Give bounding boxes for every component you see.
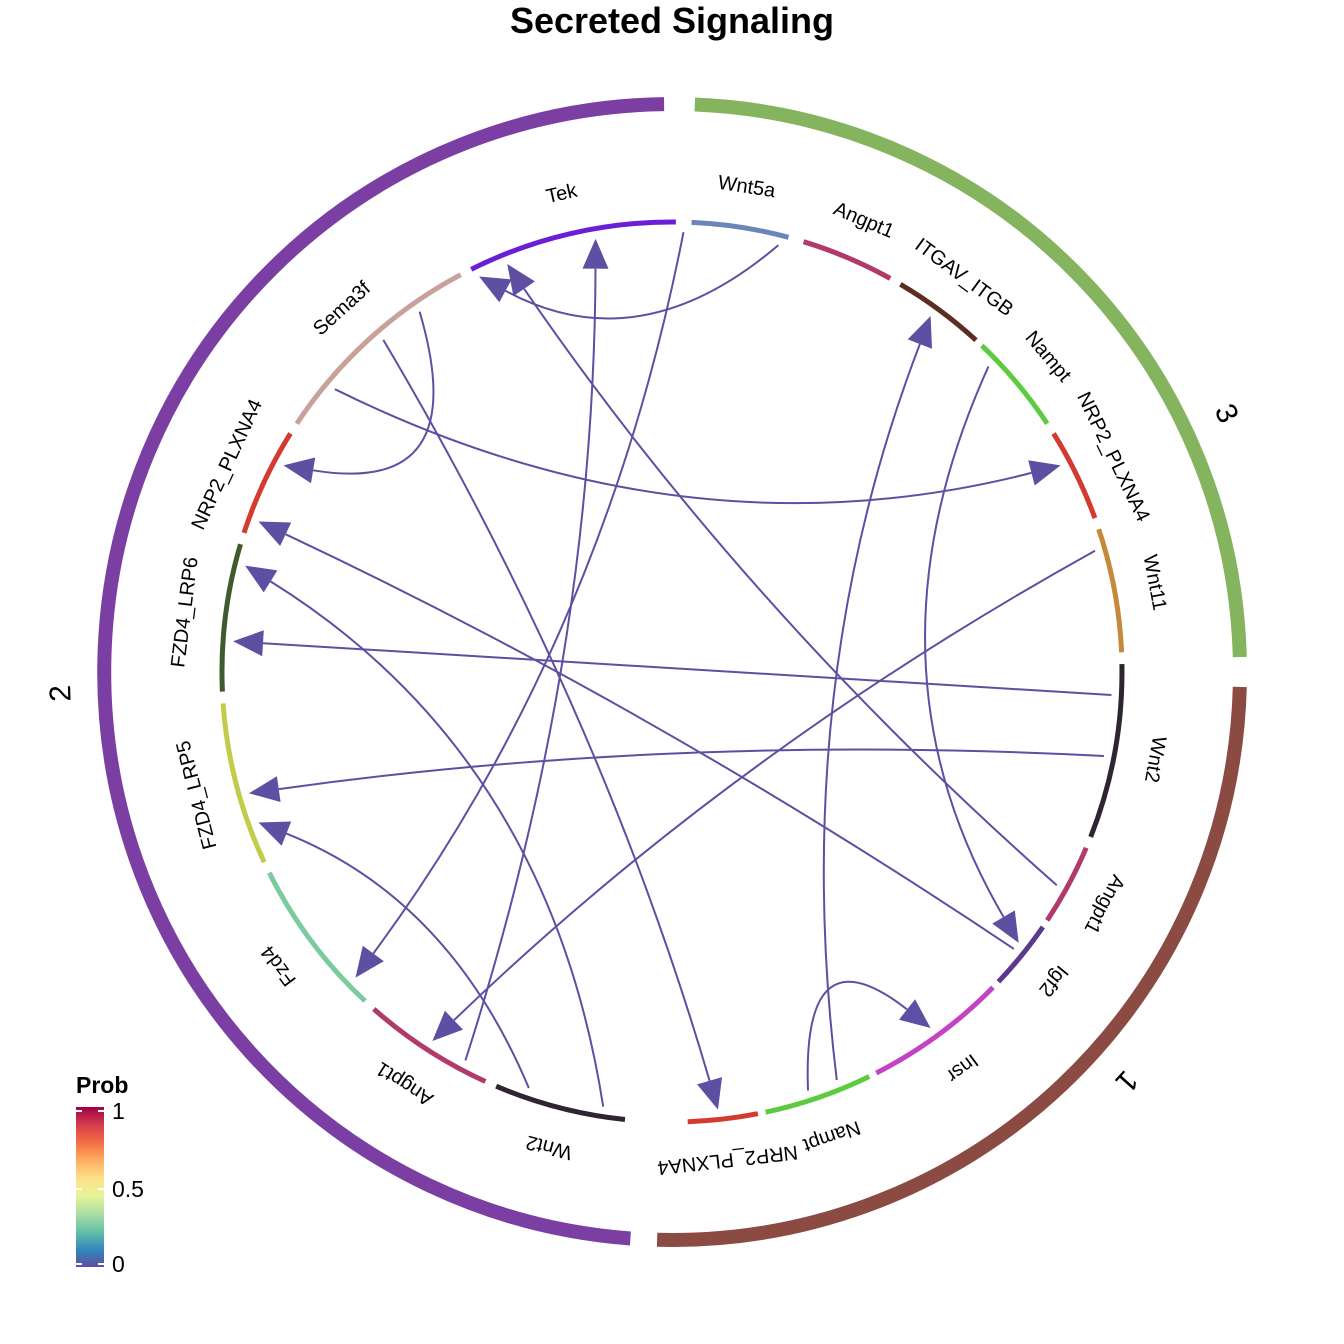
sector-label-g2-fzd4: Fzd4 [257,941,301,990]
sector-arc-g3-wnt11[interactable] [1096,528,1125,653]
sector-arc-g2-wnt2[interactable] [495,1083,626,1122]
sector-label-g2-wnt5a: Wnt5a [716,172,777,203]
sector-label-g3-nampt: Nampt [1021,327,1076,387]
legend-tick-0: 0 [112,1251,125,1277]
link-wnt2-2-to-fzd4-lrp5[interactable] [258,821,530,1089]
sector-label-g3-angpt1: Angpt1 [830,198,897,243]
sector-labels: NRP2_PLXNA4 Nampt Insr Igf2 Angpt1 Wnt2 … [167,172,1170,1179]
sector-arc-g1-insr[interactable] [875,985,995,1076]
sector-arcs [219,219,1125,1125]
group-labels: 1 2 3 [44,399,1245,1098]
sector-arc-g3-wnt2[interactable] [1088,664,1125,838]
group-label-1: 1 [1109,1064,1145,1098]
sector-arc-g1-angpt1[interactable] [1045,846,1089,922]
link-nampt-1-to-insr[interactable] [806,980,931,1091]
link-wnt2-2-to-fzd4-lrp6[interactable] [245,565,605,1107]
sector-label-g1-igf2: Igf2 [1034,961,1072,1001]
sector-arc-g3-angpt1[interactable] [802,239,892,281]
sector-label-g3-itgav: ITGAV_ITGB [911,234,1018,321]
sector-label-g1-insr: Insr [942,1049,982,1087]
sector-label-g3-nrp2: NRP2_PLXNA4 [1072,389,1154,526]
sector-arc-g1-nampt[interactable] [765,1074,871,1115]
group-label-3: 3 [1208,399,1245,428]
sector-label-g2-fzd4lrp5: FZD4_LRP5 [172,738,221,851]
sector-label-g1-nampt: Nampt [800,1116,863,1156]
sector-arc-g2-fzd4lrp6[interactable] [219,543,243,692]
sector-arc-g3-nampt[interactable] [980,343,1050,425]
sector-arc-g2-sema3f[interactable] [294,272,462,425]
sector-label-g2-tek: Tek [544,179,580,208]
link-wnt2-3-to-fzd4-lrp6[interactable] [233,630,1112,696]
sector-arc-g2-tek[interactable] [470,219,676,272]
sector-arc-g1-igf2[interactable] [996,925,1045,984]
legend-tick-1: 1 [112,1098,125,1124]
sector-arc-g2-angpt1[interactable] [372,1007,487,1084]
links [233,232,1112,1110]
link-angpt1-2-to-tek[interactable] [464,238,609,1061]
group-arcs [97,97,1247,1247]
sector-arc-g2-fzd4lrp5[interactable] [220,703,267,864]
link-nampt-1-to-itgav[interactable] [822,316,932,1081]
sector-label-g2-wnt2: Wnt2 [524,1131,575,1164]
sector-arc-g2-wnt5a[interactable] [691,219,790,240]
sector-label-g1-nrp2: NRP2_PLXNA4 [656,1141,799,1179]
chart-title: Secreted Signaling [510,0,834,41]
link-nampt-3-to-insr[interactable] [924,365,1019,943]
sector-arc-g2-fzd4[interactable] [267,871,367,1003]
legend-tick-05: 0.5 [112,1176,144,1202]
sector-label-g1-angpt1: Angpt1 [1080,871,1129,937]
group-label-2: 2 [44,684,78,702]
legend: Prob 1 0.5 0 [76,1072,144,1277]
sector-arc-g3-nrp2[interactable] [1051,432,1098,519]
link-sema3f-to-nrp2-3[interactable] [334,388,1061,505]
link-igf2-to-nrp2-2[interactable] [258,521,1015,950]
link-wnt11-to-fzd4[interactable] [432,549,1096,1041]
sector-label-g2-angpt1: Angpt1 [372,1057,437,1110]
link-sema3f-to-nrp2-1[interactable] [382,339,722,1110]
group-arc-1[interactable] [656,686,1247,1247]
link-angpt1-1-to-tek[interactable] [507,264,1058,887]
group-arc-3[interactable] [694,97,1247,658]
sector-label-g2-nrp2: NRP2_PLXNA4 [187,396,267,533]
sector-arc-g3-itgav[interactable] [899,282,978,343]
sector-label-g3-wnt2: Wnt2 [1140,734,1170,784]
legend-title: Prob [76,1072,128,1098]
link-wnt5a-to-fzd4[interactable] [355,232,685,978]
sector-arc-g2-nrp2[interactable] [241,432,293,534]
sector-label-g3-wnt11: Wnt11 [1139,553,1171,612]
sector-label-g2-fzd4lrp6: FZD4_LRP6 [167,556,202,669]
sector-arc-g1-nrp2[interactable] [687,1111,759,1125]
group-arc-2[interactable] [97,97,665,1246]
link-wnt2-3-to-fzd4-lrp5[interactable] [249,748,1104,802]
legend-colorbar [76,1107,104,1267]
link-angpt1-3-to-tek[interactable] [479,244,780,320]
link-sema3f-to-nrp2-2[interactable] [283,311,435,484]
sector-label-g2-sema3f: Sema3f [309,277,375,340]
